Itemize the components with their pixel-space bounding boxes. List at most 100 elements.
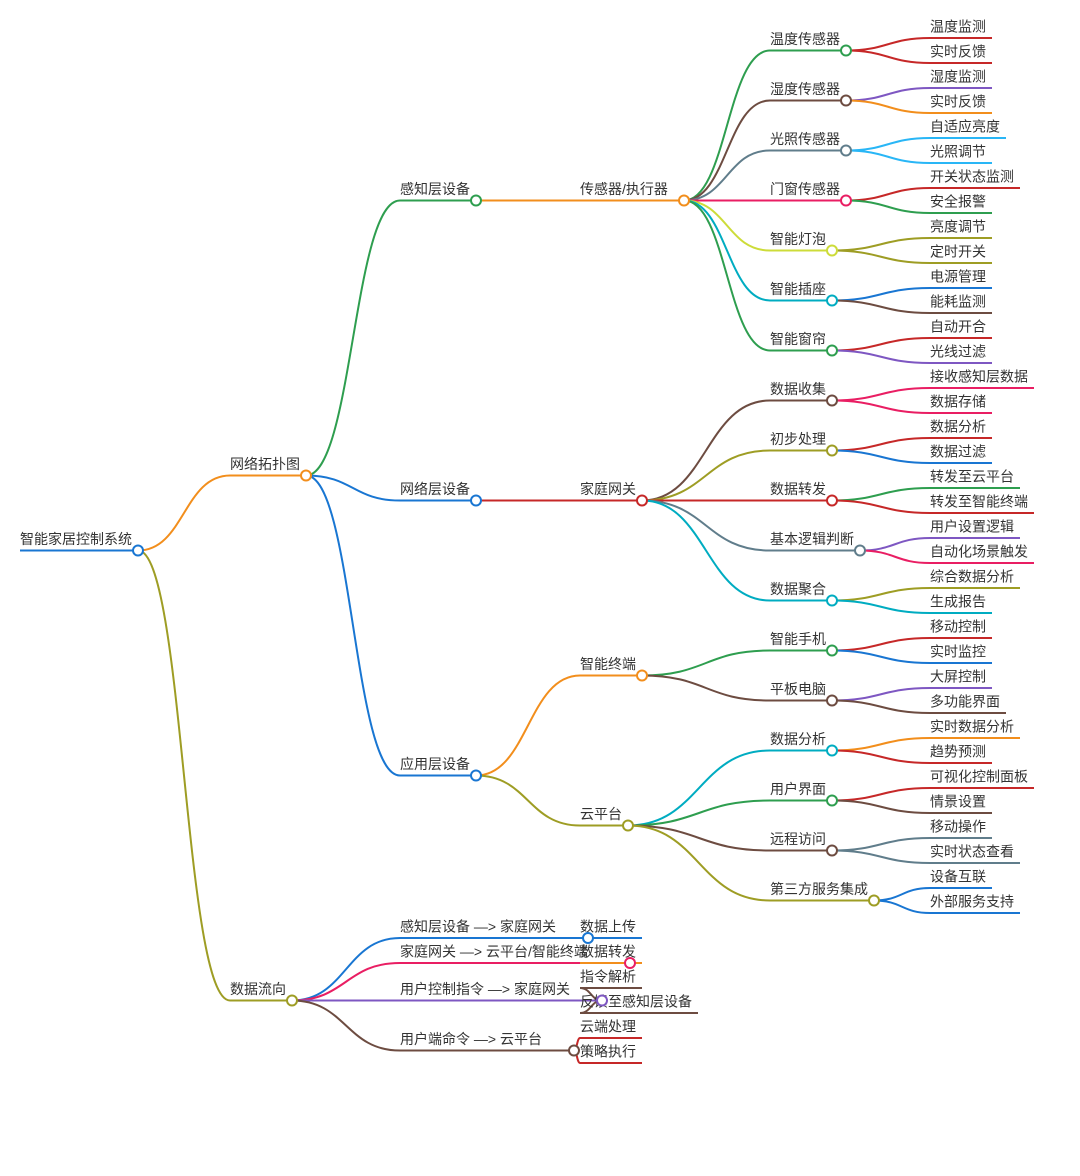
node-label: 光照调节 (930, 144, 986, 160)
node-label: 电源管理 (930, 269, 986, 285)
branch (306, 476, 400, 501)
branch (846, 201, 930, 214)
node-label: 基本逻辑判断 (770, 531, 854, 547)
branch (832, 801, 930, 814)
node-label: 实时数据分析 (930, 719, 1014, 735)
branch (860, 538, 930, 551)
node-label: 多功能界面 (930, 694, 1000, 710)
node-label: 远程访问 (770, 831, 826, 847)
node-anchor-dot (827, 646, 837, 656)
branch (684, 201, 770, 301)
node-label: 门窗传感器 (770, 181, 840, 197)
node-anchor-dot (287, 996, 297, 1006)
branch (832, 301, 930, 314)
node-label: 智能窗帘 (770, 331, 826, 347)
node-anchor-dot (827, 796, 837, 806)
branch (832, 288, 930, 301)
branch (642, 676, 770, 701)
node-anchor-dot (827, 446, 837, 456)
node-label: 亮度调节 (930, 219, 986, 235)
branch (832, 851, 930, 864)
node-anchor-dot (471, 771, 481, 781)
node-label: 综合数据分析 (930, 569, 1014, 585)
node-label: 家庭网关 (580, 481, 636, 497)
node-label: 数据转发 (770, 481, 826, 497)
node-anchor-dot (827, 346, 837, 356)
branch (874, 888, 930, 901)
branch (832, 651, 930, 664)
node-label: 数据转发 (580, 944, 636, 960)
branch (846, 151, 930, 164)
node-anchor-dot (827, 596, 837, 606)
node-label: 实时监控 (930, 644, 986, 660)
node-label: 应用层设备 (400, 756, 470, 772)
branch (684, 151, 770, 201)
branch (642, 451, 770, 501)
node-label: 策略执行 (580, 1044, 636, 1060)
node-label: 智能家居控制系统 (20, 531, 132, 547)
branch (874, 901, 930, 914)
node-anchor-dot (827, 296, 837, 306)
node-anchor-dot (625, 958, 635, 968)
node-label: 网络层设备 (400, 481, 470, 497)
node-anchor-dot (827, 496, 837, 506)
node-label: 云端处理 (580, 1019, 636, 1035)
branch (846, 38, 930, 51)
branch (832, 838, 930, 851)
node-label: 数据分析 (770, 731, 826, 747)
branch (306, 201, 400, 476)
node-label: 家庭网关 —> 云平台/智能终端 (400, 944, 588, 960)
node-label: 可视化控制面板 (930, 769, 1028, 785)
node-label: 能耗监测 (930, 294, 986, 310)
node-label: 用户端命令 —> 云平台 (400, 1031, 542, 1047)
branch (292, 1001, 400, 1051)
node-label: 实时反馈 (930, 94, 986, 110)
node-label: 开关状态监测 (930, 169, 1014, 185)
node-anchor-dot (583, 933, 593, 943)
node-label: 指令解析 (580, 969, 636, 985)
node-label: 自动开合 (930, 319, 986, 335)
node-anchor-dot (471, 496, 481, 506)
node-label: 传感器/执行器 (580, 181, 668, 197)
branch (832, 338, 930, 351)
branch (684, 101, 770, 201)
node-label: 光照传感器 (770, 131, 840, 147)
node-label: 实时状态查看 (930, 844, 1014, 860)
node-label: 感知层设备 —> 家庭网关 (400, 919, 556, 935)
node-label: 用户设置逻辑 (930, 519, 1014, 535)
branch (846, 88, 930, 101)
branch (292, 938, 400, 1001)
node-label: 定时开关 (930, 244, 986, 260)
node-label: 智能终端 (580, 656, 636, 672)
node-label: 湿度监测 (930, 69, 986, 85)
node-label: 外部服务支持 (930, 894, 1014, 910)
branch (476, 676, 580, 776)
branch (832, 601, 930, 614)
branch (832, 438, 930, 451)
node-label: 自适应亮度 (930, 119, 1000, 135)
node-label: 光线过滤 (930, 344, 986, 360)
node-label: 感知层设备 (400, 181, 470, 197)
node-label: 数据流向 (230, 981, 286, 997)
node-label: 转发至智能终端 (930, 494, 1028, 510)
branch (832, 251, 930, 264)
node-label: 数据收集 (770, 381, 826, 397)
node-anchor-dot (597, 996, 607, 1006)
branch (832, 501, 930, 514)
branch (832, 738, 930, 751)
branch (832, 688, 930, 701)
node-label: 数据聚合 (770, 581, 826, 597)
branch (860, 551, 930, 564)
node-anchor-dot (827, 696, 837, 706)
node-anchor-dot (569, 1046, 579, 1056)
node-anchor-dot (827, 246, 837, 256)
node-label: 生成报告 (930, 594, 986, 610)
branch (832, 701, 930, 714)
node-label: 实时反馈 (930, 44, 986, 60)
node-label: 平板电脑 (770, 681, 826, 697)
node-label: 接收感知层数据 (930, 369, 1028, 385)
branch (832, 588, 930, 601)
node-anchor-dot (827, 746, 837, 756)
branch (684, 51, 770, 201)
branch (642, 501, 770, 551)
